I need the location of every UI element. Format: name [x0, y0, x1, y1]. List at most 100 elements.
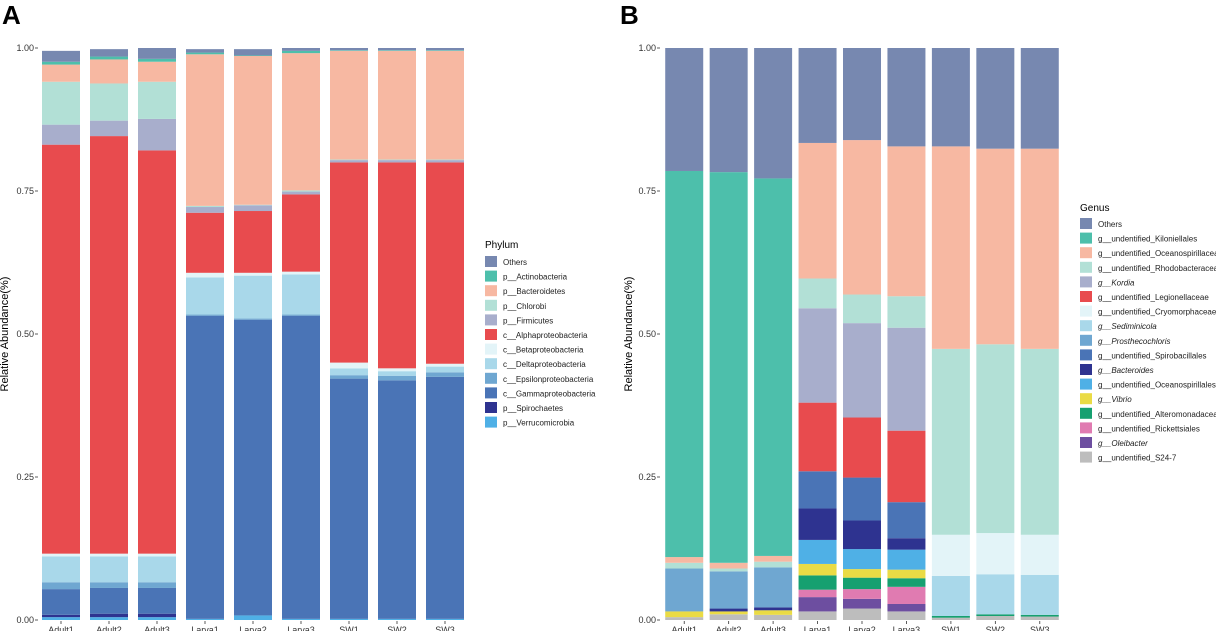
legend-label-p-verrucomicrobia: p__Verrucomicrobia: [503, 419, 575, 428]
bar-segment-sw3-others: [426, 48, 464, 51]
legend-label-g-undentified-cryomorphaceae: g__undentified_Cryomorphaceae: [1098, 308, 1216, 317]
legend-label-g-undentified-legionellaceae: g__undentified_Legionellaceae: [1098, 293, 1209, 302]
bar-segment-adult2-p-bacteroidetes: [90, 59, 128, 84]
bar-segment-sw3-c-deltaproteobacteria: [426, 366, 464, 373]
bar-segment-sw1-g-sediminicola: [931, 575, 970, 616]
legend-label-others: Others: [503, 258, 527, 267]
bar-segment-adult3-others: [138, 48, 176, 59]
bar-segment-adult1-p-bacteroidetes: [42, 64, 80, 82]
bar-segment-adult1-others: [665, 48, 704, 171]
bar-segment-adult2-g-undentified-oceanospirillaceae: [709, 562, 748, 569]
x-tick-label-larva1: Larva1: [804, 625, 832, 631]
y-tick-label: 0.50: [638, 329, 656, 339]
bar-segment-adult3-others: [754, 48, 793, 179]
x-tick-label-larva2: Larva2: [239, 625, 267, 631]
bar-segment-adult3-c-deltaproteobacteria: [138, 556, 176, 583]
bar-segment-larva3-g-undentified-rhodobacteraceae: [887, 296, 926, 328]
bar-segment-larva1-others: [186, 49, 224, 53]
bar-segment-adult2-g-undentified-kiloniellales: [709, 172, 748, 563]
bar-segment-sw1-p-firmicutes: [330, 160, 368, 163]
bar-segment-adult1-g-undentified-rhodobacteraceae: [665, 562, 704, 569]
legend-label-g-sediminicola: g__Sediminicola: [1098, 322, 1157, 331]
legend-label-p-firmicutes: p__Firmicutes: [503, 316, 553, 325]
bar-segment-adult2-c-gammaproteobacteria: [90, 587, 128, 614]
legend-label-g-undentified-spirobacillales: g__undentified_Spirobacillales: [1098, 351, 1207, 360]
x-tick-label-sw1: SW1: [339, 625, 359, 631]
x-tick-label-adult1: Adult1: [48, 625, 74, 631]
bar-segment-larva2-p-chlorobi: [234, 204, 272, 206]
bar-segment-adult3-c-alphaproteobacteria: [138, 150, 176, 554]
bar-segment-larva2-others: [234, 49, 272, 56]
bar-segment-sw2-g-undentified-alteromonadaceae: [976, 614, 1015, 616]
legend-swatch-g-undentified-legionellaceae: [1080, 291, 1092, 302]
bar-segment-adult1-c-betaproteobacteria: [42, 553, 80, 557]
bar-segment-larva1-p-actinobacteria: [186, 52, 224, 55]
x-tick-label-larva3: Larva3: [287, 625, 315, 631]
legend-label-g-prosthecochloris: g__Prosthecochloris: [1098, 337, 1170, 346]
legend-swatch-g-kordia: [1080, 276, 1092, 288]
bar-segment-sw2-g-undentified-cryomorphaceae: [976, 533, 1015, 575]
bar-segment-adult3-g-undentified-kiloniellales: [754, 178, 793, 556]
y-tick-label: 0.50: [16, 329, 34, 339]
bar-segment-adult1-c-deltaproteobacteria: [42, 556, 80, 583]
legend-swatch-p-chlorobi: [485, 299, 497, 311]
bar-segment-sw1-g-undentified-s24-7: [931, 617, 970, 620]
bar-segment-larva1-others: [798, 48, 837, 143]
bar-segment-sw3-g-undentified-rhodobacteraceae: [1020, 348, 1059, 535]
bar-segment-adult1-c-gammaproteobacteria: [42, 589, 80, 615]
bar-segment-larva2-p-actinobacteria: [234, 55, 272, 57]
legend-label-p-bacteroidetes: p__Bacteroidetes: [503, 287, 565, 296]
bar-segment-adult3-g-bacteroides: [754, 607, 793, 611]
bar-segment-adult1-p-actinobacteria: [42, 61, 80, 65]
legend-label-g-undentified-rickettsiales: g__undentified_Rickettsiales: [1098, 424, 1200, 433]
bar-segment-sw3-p-chlorobi: [426, 159, 464, 161]
bar-segment-larva3-g-undentified-legionellaceae: [887, 430, 926, 503]
x-tick-label-adult3: Adult3: [760, 625, 786, 631]
bar-segment-sw2-g-sediminicola: [976, 574, 1015, 615]
bar-segment-adult2-p-actinobacteria: [90, 56, 128, 60]
bar-segment-adult2-others: [90, 49, 128, 57]
bar-segment-larva2-g-oleibacter: [843, 598, 881, 609]
bar-segment-larva3-others: [887, 48, 926, 147]
legend-label-c-betaproteobacteria: c__Betaproteobacteria: [503, 346, 584, 355]
bar-segment-adult2-c-betaproteobacteria: [90, 553, 128, 557]
bar-segment-larva3-c-deltaproteobacteria: [282, 274, 320, 315]
bar-segment-adult1-c-epsilonproteobacteria: [42, 582, 80, 590]
bar-segment-adult3-p-actinobacteria: [138, 58, 176, 62]
bar-segment-adult2-c-alphaproteobacteria: [90, 136, 128, 554]
legend-swatch-g-undentified-oceanospirillaceae: [1080, 247, 1092, 259]
bar-segment-sw3-others: [1020, 48, 1059, 149]
bar-segment-sw1-p-chlorobi: [330, 159, 368, 161]
bar-segment-sw2-c-alphaproteobacteria: [378, 162, 416, 369]
bar-segment-sw1-c-gammaproteobacteria: [330, 378, 368, 619]
bar-segment-sw3-g-sediminicola: [1020, 574, 1059, 615]
x-tick-label-larva3: Larva3: [893, 625, 921, 631]
bar-segment-adult2-g-vibrio: [709, 611, 748, 615]
bar-segment-sw2-p-verrucomicrobia: [378, 618, 416, 620]
bar-segment-larva3-p-firmicutes: [282, 191, 320, 195]
bar-segment-adult3-c-gammaproteobacteria: [138, 587, 176, 614]
y-axis-label: Relative Abundance(%): [0, 277, 11, 392]
bar-segment-larva1-g-undentified-legionellaceae: [798, 402, 837, 472]
legend-label-p-chlorobi: p__Chlorobi: [503, 302, 546, 311]
bar-segment-larva3-p-bacteroidetes: [282, 53, 320, 191]
bar-segment-larva3-p-chlorobi: [282, 190, 320, 192]
bar-segment-sw2-p-firmicutes: [378, 160, 416, 163]
y-tick-label: 0.75: [16, 186, 34, 196]
legend-swatch-g-vibrio: [1080, 393, 1092, 405]
bar-segment-larva1-g-undentified-alteromonadaceae: [798, 575, 837, 590]
legend-title: Phylum: [485, 240, 518, 251]
bar-segment-sw2-others: [378, 48, 416, 51]
bar-segment-larva1-c-betaproteobacteria: [186, 272, 224, 278]
legend-label-g-undentified-alteromonadaceae: g__undentified_Alteromonadaceae: [1098, 410, 1216, 419]
bar-segment-larva3-others: [282, 48, 320, 51]
bar-segment-adult1-p-verrucomicrobia: [42, 617, 80, 620]
legend-swatch-c-betaproteobacteria: [485, 343, 497, 355]
y-tick-label: 1.00: [638, 43, 656, 53]
bar-segment-larva3-g-kordia: [887, 327, 926, 431]
bar-segment-sw1-g-undentified-rhodobacteraceae: [931, 348, 970, 535]
bar-segment-larva1-c-deltaproteobacteria: [186, 277, 224, 315]
bar-segment-adult2-g-bacteroides: [709, 608, 748, 612]
legend-label-g-oleibacter: g__Oleibacter: [1098, 439, 1148, 448]
bar-segment-larva1-p-firmicutes: [186, 207, 224, 213]
